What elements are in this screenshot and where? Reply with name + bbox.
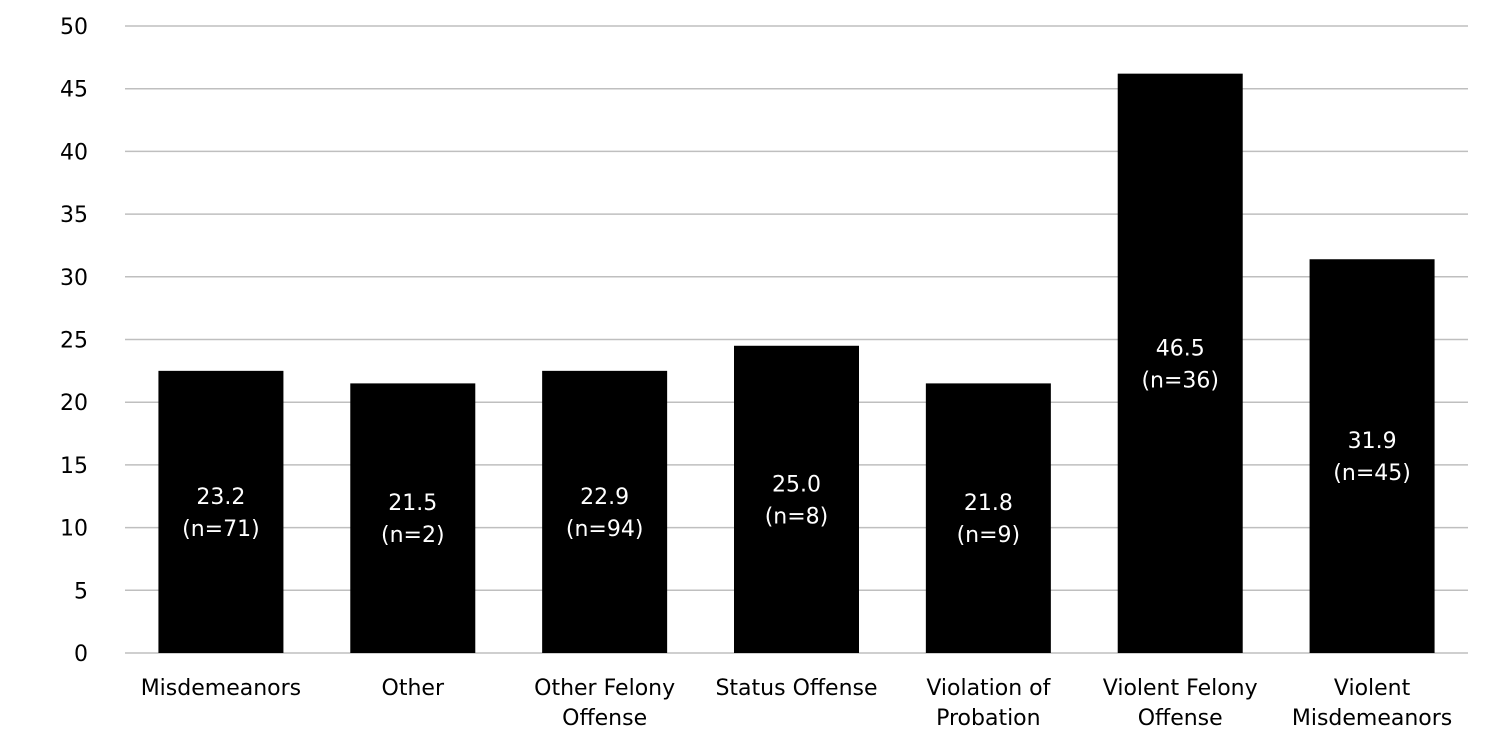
- data-label-line: 21.5: [388, 491, 437, 516]
- x-category-label-line: Other: [382, 676, 445, 701]
- data-label-line: (n=71): [182, 517, 260, 542]
- x-category-label: Violent Misdemeanors: [1292, 676, 1452, 731]
- x-category-label-line: Violent Felony: [1103, 676, 1258, 701]
- y-tick-label: 45: [60, 78, 88, 103]
- bar: [350, 383, 476, 653]
- x-category-label-line: Probation: [936, 706, 1041, 731]
- data-label: 23.2 (n=71): [182, 485, 260, 542]
- data-label-line: 46.5: [1156, 336, 1205, 361]
- y-tick-label: 25: [60, 329, 88, 354]
- y-tick-label: 40: [60, 140, 88, 165]
- y-tick-label: 10: [60, 517, 88, 542]
- data-label-line: (n=8): [765, 504, 829, 529]
- x-category-label: Other: [382, 676, 445, 701]
- data-label: 21.8 (n=9): [957, 491, 1021, 548]
- bar: [1117, 73, 1243, 654]
- y-axis-ticks: 0 5 10 15 20 25 30 35 40 45 50: [60, 15, 88, 667]
- data-label: 31.9 (n=45): [1333, 429, 1411, 486]
- data-label-line: (n=9): [957, 523, 1021, 548]
- bar: [1309, 259, 1435, 653]
- data-label: 46.5 (n=36): [1141, 336, 1219, 393]
- data-label-line: 25.0: [772, 472, 821, 497]
- bar: [925, 383, 1051, 653]
- y-tick-label: 35: [60, 203, 88, 228]
- data-label: 25.0 (n=8): [765, 472, 829, 529]
- y-tick-label: 5: [74, 579, 88, 604]
- y-tick-label: 20: [60, 391, 88, 416]
- y-tick-label: 50: [60, 15, 88, 40]
- x-category-label: Status Offense: [715, 676, 877, 701]
- bar: [734, 345, 859, 653]
- y-tick-label: 0: [74, 642, 88, 667]
- data-labels: 23.2 (n=71) 21.5 (n=2) 22.9 (n=94) 25.0 (n=8) 21…: [182, 336, 1411, 548]
- bars: [158, 73, 1435, 654]
- data-label-line: 23.2: [196, 485, 245, 510]
- x-category-label-line: Other Felony: [534, 676, 675, 701]
- data-label: 22.9 (n=94): [566, 485, 644, 542]
- y-tick-label: 30: [60, 266, 88, 291]
- data-label-line: (n=45): [1333, 461, 1411, 486]
- data-label-line: 22.9: [580, 485, 629, 510]
- data-label-line: (n=94): [566, 517, 644, 542]
- data-label-line: (n=36): [1141, 368, 1219, 393]
- bar: [158, 370, 284, 653]
- x-category-label: Misdemeanors: [141, 676, 301, 701]
- data-label-line: 31.9: [1348, 429, 1397, 454]
- x-category-label-line: Violent: [1334, 676, 1411, 701]
- bar: [542, 370, 668, 653]
- data-label-line: (n=2): [381, 523, 445, 548]
- x-category-label-line: Status Offense: [715, 676, 877, 701]
- x-category-label-line: Misdemeanors: [141, 676, 301, 701]
- x-category-label-line: Offense: [562, 706, 647, 731]
- x-category-label: Violation of Probation: [926, 676, 1051, 731]
- y-tick-label: 15: [60, 454, 88, 479]
- x-category-label-line: Offense: [1138, 706, 1223, 731]
- x-category-label: Violent Felony Offense: [1103, 676, 1258, 731]
- x-category-label-line: Violation of: [926, 676, 1051, 701]
- x-category-label: Other Felony Offense: [534, 676, 675, 731]
- x-category-label-line: Misdemeanors: [1292, 706, 1452, 731]
- x-axis-categories: Misdemeanors Other Other Felony Offense Stat…: [141, 676, 1453, 731]
- data-label: 21.5 (n=2): [381, 491, 445, 548]
- data-label-line: 21.8: [964, 491, 1013, 516]
